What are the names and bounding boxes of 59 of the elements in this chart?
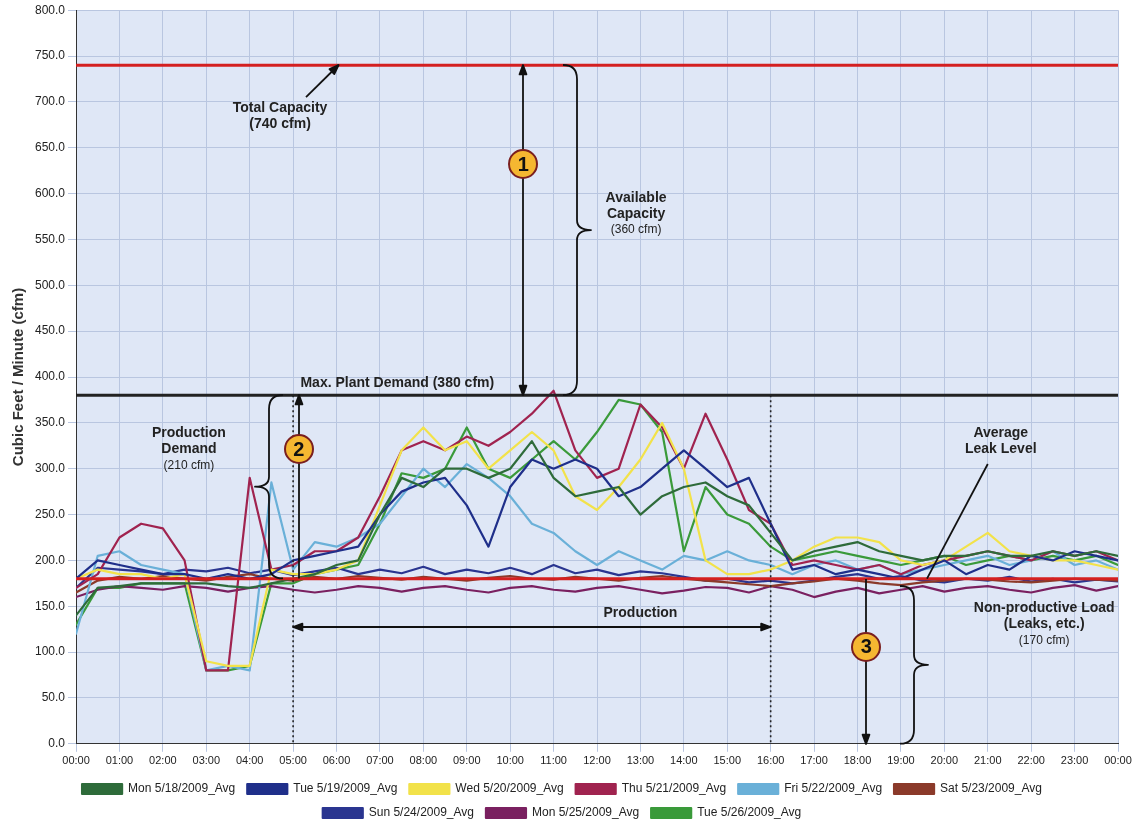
y-tick-label: 450.0 (35, 323, 66, 338)
y-tick-label: 150.0 (35, 598, 66, 613)
x-tick-label: 23:00 (1060, 754, 1089, 767)
x-tick-label: 16:00 (756, 754, 785, 767)
x-tick-label: 03:00 (192, 754, 221, 767)
x-tick-label: 21:00 (973, 754, 1002, 767)
annotation: Average Leak Level (964, 424, 1037, 457)
annotation: Production (603, 604, 678, 621)
y-tick-label: 700.0 (35, 94, 66, 109)
annotation: Total Capacity (740 cfm) (232, 98, 328, 131)
x-tick-label: 22:00 (1017, 754, 1045, 767)
y-tick-label: 0.0 (48, 736, 66, 751)
legend-label: Wed 5/20/2009_Avg (455, 781, 564, 796)
x-tick-label: 00:00 (1104, 754, 1132, 767)
x-tick-label: 20:00 (930, 754, 959, 767)
x-tick-label: 12:00 (583, 754, 611, 767)
legend-label: Tue 5/26/2009_Avg (697, 805, 802, 820)
y-tick-label: 500.0 (35, 277, 66, 292)
x-tick-label: 06:00 (322, 754, 351, 767)
y-tick-label: 300.0 (35, 461, 66, 476)
x-tick-label: 07:00 (366, 754, 394, 767)
annotation: Non-productive Load (Leaks, etc.) (170 cfm) (973, 599, 1115, 647)
legend-label: Mon 5/25/2009_Avg (531, 805, 640, 820)
y-tick-label: 750.0 (35, 48, 66, 63)
x-tick-label: 01:00 (105, 754, 134, 767)
x-tick-label: 00:00 (62, 754, 90, 767)
x-tick-label: 13:00 (626, 754, 655, 767)
x-tick-label: 19:00 (887, 754, 915, 767)
y-tick-label: 100.0 (35, 644, 66, 659)
legend-label: Tue 5/19/2009_Avg (293, 781, 398, 796)
y-tick-label: 650.0 (35, 140, 66, 155)
y-tick-label: 200.0 (35, 552, 66, 567)
legend-label: Mon 5/18/2009_Avg (128, 781, 236, 796)
annotation: Available Capacity (360 cfm) (605, 188, 667, 237)
y-tick-label: 550.0 (35, 231, 66, 246)
x-tick-label: 10:00 (496, 754, 524, 767)
x-tick-label: 17:00 (800, 754, 828, 767)
annotation: Production Demand (210 cfm) (151, 424, 226, 472)
legend-label: Fri 5/22/2009_Avg (784, 781, 883, 796)
x-tick-label: 04:00 (235, 754, 264, 767)
y-tick-label: 400.0 (35, 369, 66, 384)
y-tick-label: 250.0 (35, 506, 66, 521)
y-tick-label: 600.0 (35, 185, 66, 200)
x-tick-label: 18:00 (843, 754, 872, 767)
y-tick-label: 350.0 (35, 415, 66, 430)
x-tick-label: 14:00 (670, 754, 698, 767)
x-tick-label: 11:00 (540, 754, 567, 767)
x-tick-label: 08:00 (409, 754, 438, 767)
legend-label: Sat 5/23/2009_Avg (940, 781, 1042, 796)
x-tick-label: 09:00 (453, 754, 481, 767)
y-tick-label: 800.0 (35, 2, 66, 17)
x-tick-label: 02:00 (149, 754, 177, 767)
ref-line-label: Max. Plant Demand (380 cfm) (300, 374, 495, 391)
x-tick-label: 15:00 (713, 754, 742, 767)
y-axis-title: Cubic Feet / Minute (cfm) (9, 287, 27, 467)
y-tick-label: 50.0 (41, 690, 66, 705)
legend-label: Sun 5/24/2009_Avg (368, 805, 474, 820)
x-tick-label: 05:00 (279, 754, 307, 767)
legend-label: Thu 5/21/2009_Avg (621, 781, 727, 796)
